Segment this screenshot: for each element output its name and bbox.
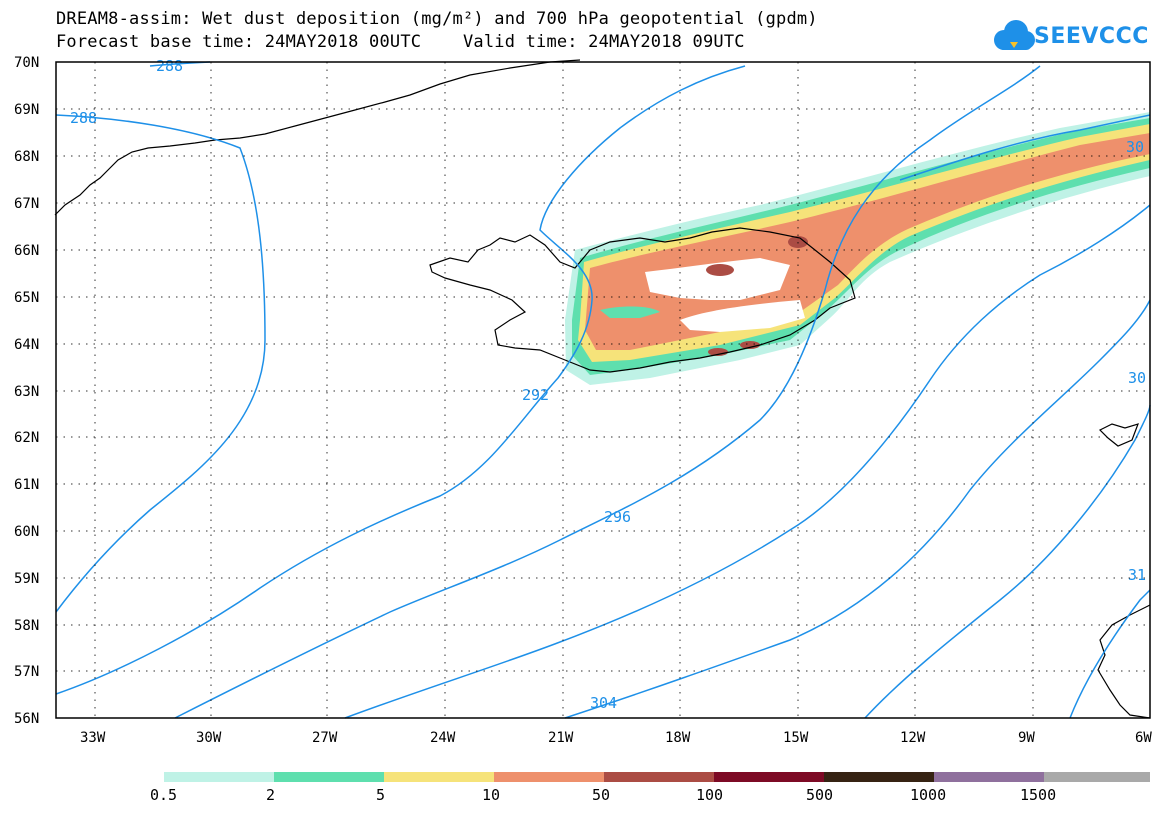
geopotential-contours xyxy=(55,61,1151,719)
lat-label: 70N xyxy=(14,55,39,71)
forecast-times: Forecast base time: 24MAY2018 00UTC Vali… xyxy=(56,32,745,52)
legend-swatch xyxy=(274,772,384,782)
latitude-labels: 70N 69N 68N 67N 66N 65N 64N 63N 62N 61N … xyxy=(14,55,39,727)
contour-label: 292 xyxy=(522,386,549,404)
iceland-coastline xyxy=(429,227,856,373)
lon-label: 24W xyxy=(430,730,456,746)
legend-label: 1000 xyxy=(910,786,946,804)
legend-label: 50 xyxy=(592,786,610,804)
legend-swatch xyxy=(824,772,934,782)
lon-label: 27W xyxy=(312,730,338,746)
lon-label: 6W xyxy=(1135,730,1152,746)
lon-label: 30W xyxy=(196,730,222,746)
contour-label: 296 xyxy=(604,508,631,526)
lat-label: 58N xyxy=(14,618,39,634)
legend-label: 5 xyxy=(376,786,385,804)
lat-label: 56N xyxy=(14,711,39,727)
lat-label: 63N xyxy=(14,384,39,400)
map-title: DREAM8-assim: Wet dust deposition (mg/m²… xyxy=(56,9,818,29)
greenland-coastline xyxy=(54,59,581,216)
lat-label: 61N xyxy=(14,477,39,493)
lat-label: 65N xyxy=(14,290,39,306)
legend-swatch xyxy=(604,772,714,782)
legend-label: 100 xyxy=(696,786,723,804)
lat-label: 67N xyxy=(14,196,39,212)
lat-label: 64N xyxy=(14,337,39,353)
contour-label: 30 xyxy=(1126,138,1144,156)
lat-label: 68N xyxy=(14,149,39,165)
color-legend: 0.5 2 5 10 50 100 500 1000 1500 xyxy=(150,772,1150,804)
lat-label: 57N xyxy=(14,664,39,680)
legend-swatch xyxy=(164,772,274,782)
lon-label: 15W xyxy=(783,730,809,746)
lon-label: 18W xyxy=(665,730,691,746)
lon-label: 21W xyxy=(548,730,574,746)
legend-label: 10 xyxy=(482,786,500,804)
contour-label: 31 xyxy=(1128,566,1146,584)
lat-label: 69N xyxy=(14,102,39,118)
legend-label: 2 xyxy=(266,786,275,804)
lon-label: 9W xyxy=(1018,730,1035,746)
lon-label: 33W xyxy=(80,730,106,746)
map-frame xyxy=(55,61,1151,719)
legend-swatch xyxy=(494,772,604,782)
lat-label: 59N xyxy=(14,571,39,587)
contour-label: 30 xyxy=(1128,369,1146,387)
dust-deposition-field xyxy=(565,112,1150,385)
contour-label: 288 xyxy=(70,109,97,127)
lat-label: 60N xyxy=(14,524,39,540)
faroe-coastline xyxy=(1098,423,1139,447)
legend-swatch xyxy=(934,772,1044,782)
lon-label: 12W xyxy=(900,730,926,746)
legend-label: 0.5 xyxy=(150,786,177,804)
legend-label: 500 xyxy=(806,786,833,804)
legend-swatch xyxy=(714,772,824,782)
contour-label: 288 xyxy=(156,57,183,75)
contour-label: 304 xyxy=(590,694,617,712)
scotland-coastline xyxy=(1097,604,1151,719)
legend-label: 1500 xyxy=(1020,786,1056,804)
legend-swatch xyxy=(1044,772,1150,782)
lat-label: 62N xyxy=(14,430,39,446)
legend-swatch xyxy=(384,772,494,782)
longitude-labels: 33W 30W 27W 24W 21W 18W 15W 12W 9W 6W xyxy=(80,730,1152,746)
cloud-icon xyxy=(994,20,1035,50)
lat-label: 66N xyxy=(14,243,39,259)
logo-text: SEEVCCC xyxy=(1034,24,1149,49)
seevccc-logo xyxy=(994,20,1035,50)
